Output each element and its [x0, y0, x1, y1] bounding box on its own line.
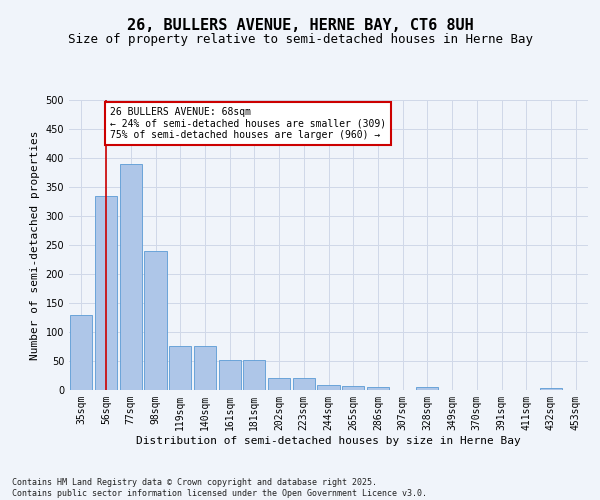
Bar: [540, 388, 562, 390]
Bar: [194, 346, 216, 390]
Text: 26, BULLERS AVENUE, HERNE BAY, CT6 8UH: 26, BULLERS AVENUE, HERNE BAY, CT6 8UH: [127, 18, 473, 32]
Bar: [145, 251, 167, 390]
Bar: [416, 387, 439, 390]
Bar: [243, 360, 265, 390]
Text: 26 BULLERS AVENUE: 68sqm
← 24% of semi-detached houses are smaller (309)
75% of : 26 BULLERS AVENUE: 68sqm ← 24% of semi-d…: [110, 107, 386, 140]
Bar: [218, 360, 241, 390]
Text: Contains HM Land Registry data © Crown copyright and database right 2025.
Contai: Contains HM Land Registry data © Crown c…: [12, 478, 427, 498]
Bar: [95, 196, 117, 390]
Bar: [268, 378, 290, 390]
Bar: [119, 164, 142, 390]
Bar: [367, 386, 389, 390]
Bar: [293, 378, 315, 390]
X-axis label: Distribution of semi-detached houses by size in Herne Bay: Distribution of semi-detached houses by …: [136, 436, 521, 446]
Bar: [317, 385, 340, 390]
Bar: [342, 386, 364, 390]
Bar: [70, 314, 92, 390]
Text: Size of property relative to semi-detached houses in Herne Bay: Size of property relative to semi-detach…: [67, 32, 533, 46]
Y-axis label: Number of semi-detached properties: Number of semi-detached properties: [30, 130, 40, 360]
Bar: [169, 346, 191, 390]
